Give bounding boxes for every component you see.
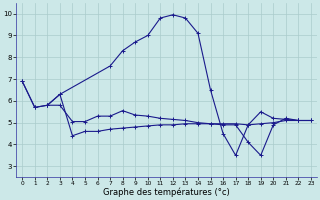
X-axis label: Graphe des températures (°c): Graphe des températures (°c): [103, 188, 230, 197]
